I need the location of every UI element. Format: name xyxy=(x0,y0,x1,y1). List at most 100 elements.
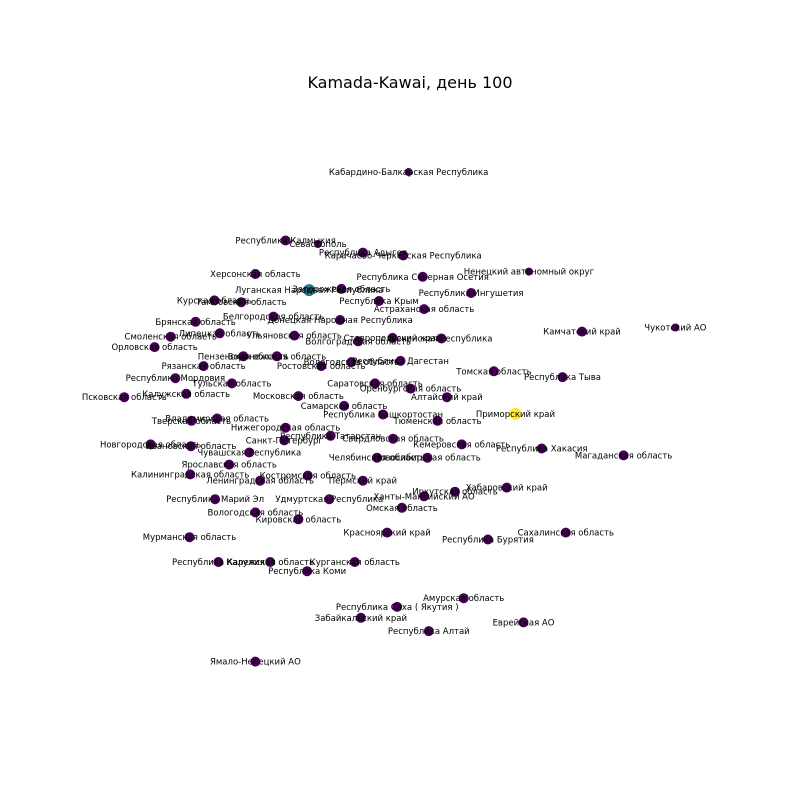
network-node xyxy=(279,435,290,446)
node-label: Чеченская Республика xyxy=(391,335,493,345)
network-node xyxy=(357,475,368,486)
network-node xyxy=(271,351,282,362)
network-node xyxy=(395,355,406,366)
node-label: Владимирская область xyxy=(165,415,269,425)
network-node xyxy=(372,452,382,463)
node-label: Ненецкий автономный округ xyxy=(464,268,595,278)
node-label: Республика Адыгея xyxy=(319,249,407,259)
network-node xyxy=(436,333,447,344)
network-node xyxy=(422,452,433,463)
node-label: Республика Крым xyxy=(339,297,418,307)
network-node xyxy=(250,507,261,518)
node-label: Рязанская область xyxy=(162,362,246,372)
network-node xyxy=(119,392,130,403)
node-label: Ульяновская область xyxy=(247,332,342,342)
network-node xyxy=(145,439,156,450)
network-node xyxy=(185,441,196,452)
node-label: Астраханская область xyxy=(374,305,474,315)
network-node xyxy=(370,378,380,389)
network-node xyxy=(466,288,477,298)
network-node xyxy=(302,470,313,481)
network-node xyxy=(313,240,322,248)
node-label: Смоленская область xyxy=(125,333,217,343)
node-label: Еврейская АО xyxy=(493,618,555,628)
network-node xyxy=(509,407,522,420)
network-node xyxy=(417,271,428,282)
network-node xyxy=(357,247,368,258)
network-node xyxy=(325,430,336,441)
node-label: Республика Бурятия xyxy=(442,536,534,546)
node-label: Костромская область xyxy=(260,472,356,482)
node-label: Тюменская область xyxy=(392,417,481,427)
node-label: Санкт-Петербург xyxy=(246,436,324,446)
network-node xyxy=(303,284,316,297)
chart-title: Kamada-Kawai, день 100 xyxy=(307,73,512,92)
node-label: Амурская область xyxy=(423,594,504,604)
network-node xyxy=(213,557,224,567)
network-node xyxy=(404,168,413,176)
node-label: Тамбовская область xyxy=(195,298,287,308)
network-node xyxy=(388,433,399,444)
network-node xyxy=(419,491,430,502)
node-label: Республика Дагестан xyxy=(352,357,449,367)
network-node xyxy=(671,323,680,332)
network-node xyxy=(374,296,384,306)
node-label: Орловская область xyxy=(111,343,197,353)
network-node xyxy=(398,250,409,261)
network-node xyxy=(236,297,247,308)
network-node xyxy=(268,311,279,322)
node-label: Республика Мордовия xyxy=(126,374,226,384)
node-label: Сахалинская область xyxy=(518,529,614,539)
network-node xyxy=(560,527,571,538)
network-node xyxy=(396,502,407,513)
network-node xyxy=(293,514,304,525)
node-label: Саратовская область xyxy=(327,379,422,389)
network-node xyxy=(212,413,223,424)
node-label: Ивановская область xyxy=(145,442,236,452)
node-label: Ленинградская область xyxy=(206,477,314,487)
network-node xyxy=(382,527,393,538)
network-node xyxy=(353,336,364,347)
node-label: Республика Карелия xyxy=(172,558,265,568)
node-label: Донецкая Народная Республика xyxy=(267,316,412,326)
node-label: Республика Марий Эл xyxy=(166,495,264,505)
node-label: Брянская область xyxy=(155,318,235,328)
node-label: Республика Саха ( Якутия ) xyxy=(336,603,459,613)
network-node xyxy=(355,612,366,623)
node-label: Республика Алтай xyxy=(388,627,470,637)
node-label: Луганская Народная Республика xyxy=(235,286,383,296)
node-label: Республика Калмыкия xyxy=(235,237,335,247)
node-label: Республика Хакасия xyxy=(496,445,588,455)
network-node xyxy=(405,383,416,394)
node-label: Алтайский край xyxy=(411,393,483,403)
node-label: Новгородская область xyxy=(100,440,201,450)
network-node xyxy=(518,617,529,628)
network-node xyxy=(184,532,195,543)
network-node xyxy=(244,447,255,458)
node-label: Республика Коми xyxy=(268,567,346,577)
network-node xyxy=(488,366,499,377)
network-node xyxy=(280,422,291,433)
network-node xyxy=(339,400,350,411)
network-node xyxy=(149,342,160,353)
network-node xyxy=(293,391,304,402)
node-label: Тверская область xyxy=(151,417,231,427)
network-node xyxy=(577,326,587,337)
network-node xyxy=(441,392,452,403)
node-label: Республика Северная Осетия xyxy=(356,273,488,283)
node-label: Липецкая область xyxy=(179,329,261,339)
network-node xyxy=(349,557,360,567)
node-label: Белгородская область xyxy=(223,313,324,323)
nodes-layer xyxy=(119,168,680,667)
network-node xyxy=(392,601,403,612)
network-node xyxy=(289,330,300,341)
node-label: Калужская область xyxy=(226,558,314,568)
network-node xyxy=(181,388,192,399)
node-label: Тульская область xyxy=(191,379,271,389)
network-node xyxy=(210,494,221,505)
network-node xyxy=(280,235,291,246)
node-label: Калужская область xyxy=(142,390,230,400)
network-node xyxy=(432,415,443,426)
